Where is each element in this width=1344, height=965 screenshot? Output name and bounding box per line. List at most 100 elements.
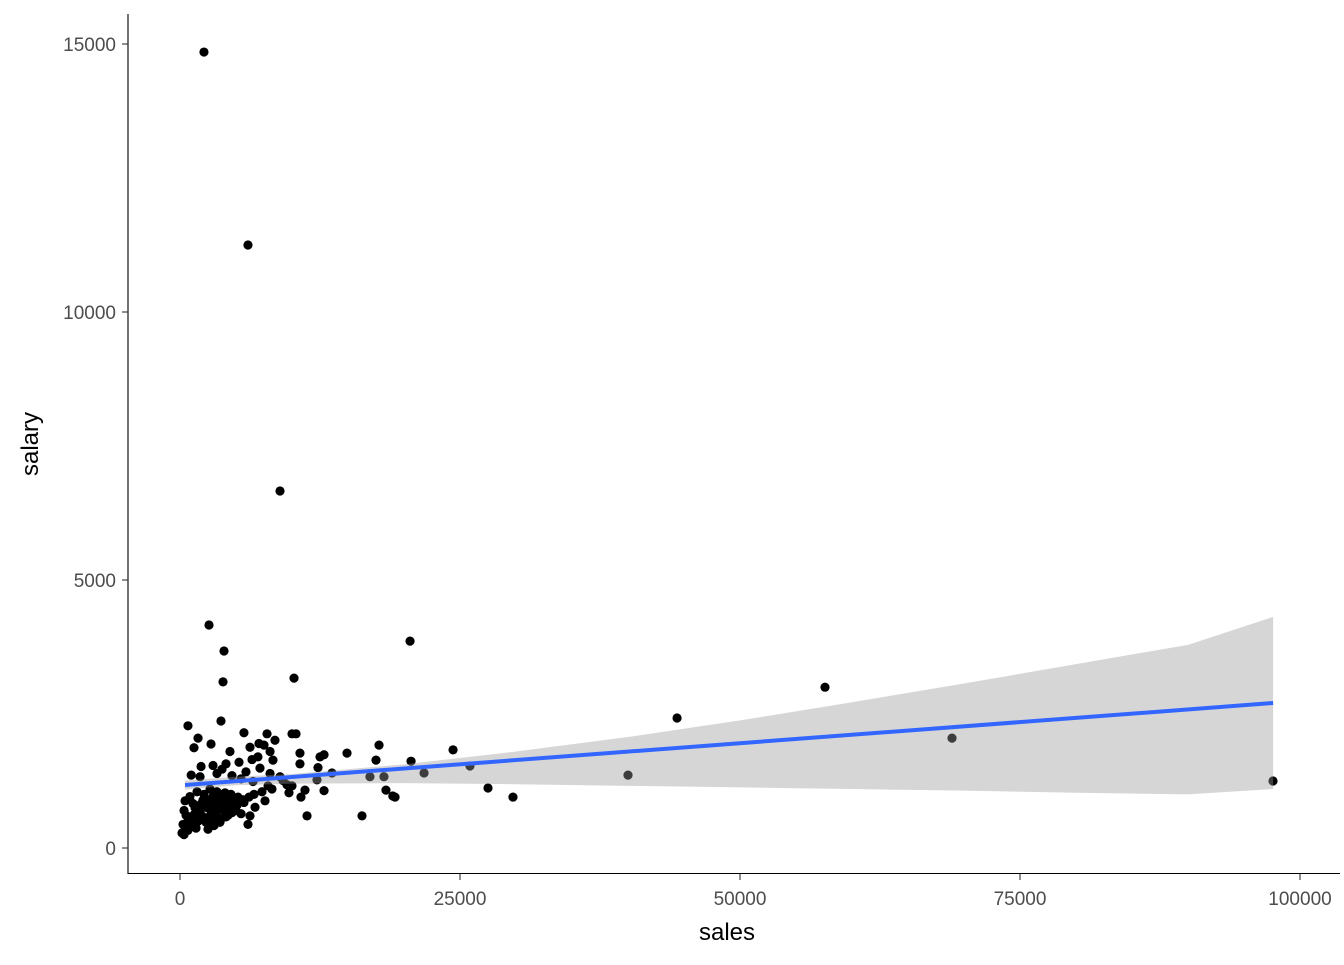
data-point [508,792,518,802]
x-axis-label: sales [699,919,755,946]
data-point [282,780,292,790]
data-point [254,738,264,749]
data-point [365,772,375,782]
data-point [265,746,275,757]
data-point [374,740,384,750]
data-point [295,759,305,769]
data-point [239,728,249,738]
data-point [193,733,203,743]
data-point [379,772,389,782]
data-point [302,811,312,821]
data-point [483,783,493,793]
data-point [672,713,682,723]
data-point [291,729,301,739]
data-point [204,620,214,630]
data-point [313,763,323,773]
data-point [947,733,957,743]
data-point [419,768,429,778]
data-point [224,795,234,805]
data-point [204,821,214,832]
regression-line [184,701,1274,788]
data-point [319,786,329,796]
data-point [182,818,192,828]
data-point [623,770,633,780]
data-point [1268,776,1278,786]
data-point [262,729,272,739]
data-point [249,789,259,800]
data-point [245,742,255,752]
data-point [253,752,263,762]
data-point [300,785,310,795]
y-tick-label: 15000 [63,35,116,56]
data-point [198,795,208,805]
data-point [243,819,253,830]
data-point [195,772,205,782]
data-point [296,792,306,802]
data-point [209,815,219,825]
data-point [312,775,322,785]
data-point [219,646,229,656]
data-point [270,735,280,745]
data-point [448,745,458,755]
data-point [199,47,209,57]
data-point [205,784,215,794]
data-point [388,791,398,801]
data-point [357,811,367,821]
data-point [196,761,206,772]
data-point [216,716,226,726]
data-point [255,763,265,773]
data-point [232,800,242,810]
data-point [820,682,830,692]
x-tick-label: 100000 [1268,889,1331,910]
data-point [188,798,198,809]
data-point [268,755,278,765]
data-point [275,486,285,496]
x-tick-label: 75000 [994,889,1047,910]
data-point [257,787,267,797]
data-point [315,752,325,762]
data-point [206,739,216,749]
data-point [405,636,415,646]
data-point [218,804,228,815]
data-point [192,787,202,797]
y-ticks: 0 5000 10000 15000 [63,35,128,860]
data-point [342,748,352,758]
data-point [208,760,218,771]
data-point [245,811,255,821]
data-point [180,796,190,806]
x-tick-label: 25000 [434,889,487,910]
x-tick-label: 0 [175,889,186,910]
data-point [289,673,299,683]
data-point [371,755,381,765]
points-layer [177,47,1278,840]
data-point [284,788,294,798]
data-point [250,802,260,812]
data-point [183,825,193,835]
y-tick-label: 5000 [74,571,116,592]
x-tick-label: 50000 [714,889,767,910]
data-point [265,768,275,779]
data-point [241,767,251,777]
data-point [227,771,237,781]
data-point [295,748,305,758]
data-point [381,785,391,795]
data-point [260,796,270,806]
data-point [212,768,222,779]
data-point [243,240,253,250]
x-ticks: 0 25000 50000 75000 100000 [175,874,1332,910]
data-point [406,756,416,766]
y-tick-label: 0 [105,839,116,860]
data-point [225,746,235,757]
data-point [234,757,244,767]
data-point [186,770,196,780]
data-point [221,812,231,822]
data-point [191,823,201,833]
data-point [218,677,228,687]
y-axis-label: salary [17,412,44,476]
y-tick-label: 10000 [63,303,116,324]
smooth-layer [184,616,1274,795]
data-point [183,721,193,731]
data-point [189,743,199,753]
data-point [216,797,226,807]
